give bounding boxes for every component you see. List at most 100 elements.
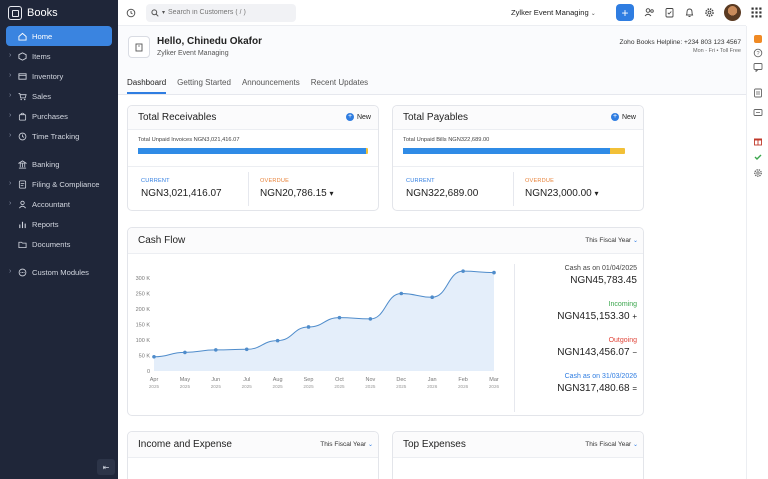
y-tick-label: 150 K [136,323,151,329]
income-expense-title: Income and Expense [138,439,232,450]
y-tick-label: 50 K [139,354,151,360]
payables-title: Total Payables [403,112,469,123]
collapse-sidebar-button[interactable]: ⇤ [97,459,115,475]
payables-overdue-label: OVERDUE [525,178,555,184]
history-icon[interactable] [126,8,136,18]
payables-divider [393,166,643,167]
new-label: New [621,113,636,121]
receivables-card: Total Receivables + New Total Unpaid Inv… [127,105,379,211]
receivables-title: Total Receivables [138,112,217,123]
whats-new-icon[interactable] [753,34,763,44]
payables-card: Total Payables + New Total Unpaid Bills … [392,105,644,211]
checklist-icon[interactable] [753,88,763,98]
person-icon [19,200,26,208]
collapse-icon: ⇤ [102,462,110,472]
org-switcher-label: Zylker Event Managing [511,8,589,17]
sidebar-item-sales[interactable]: › Sales [6,86,112,106]
y-tick-label: 200 K [136,307,151,313]
x-tick-year: 2025 [365,384,376,389]
incoming-row: NGN415,153.30 + [557,311,637,322]
bell-icon[interactable] [684,7,695,18]
gear-icon[interactable] [704,7,715,18]
cart-icon [18,92,27,100]
y-tick-label: 100 K [136,338,151,344]
search-box[interactable]: ▾ [146,3,296,22]
feedback-icon[interactable] [753,62,763,72]
gift-icon[interactable] [753,136,763,146]
x-tick-month: Dec [396,377,406,383]
x-tick-month: Jun [211,377,220,383]
sidebar-item-reports[interactable]: Reports [6,214,112,234]
chevron-right-icon: › [9,200,12,207]
tab-getting-started[interactable]: Getting Started [177,78,231,87]
sidebar-item-label: Documents [32,239,71,249]
x-tick-year: 2026 [458,384,469,389]
top-expenses-period-select[interactable]: This Fiscal Year ⌄ [585,441,638,448]
income-expense-header: Income and Expense This Fiscal Year ⌄ [128,432,378,458]
cash-flow-point [183,350,187,355]
refer-users-icon[interactable] [644,7,655,18]
tab-recent-updates[interactable]: Recent Updates [310,78,369,87]
sidebar-item-banking[interactable]: Banking [6,154,112,174]
tab-dashboard[interactable]: Dashboard [127,78,167,94]
plus-circle-icon: + [345,113,354,121]
unpaid-bills-label: Total Unpaid Bills NGN322,689.00 [403,137,490,143]
tasks-icon[interactable] [664,7,675,18]
sidebar-item-filing-compliance[interactable]: › Filing & Compliance [6,174,112,194]
y-tick-label: 300 K [136,276,151,282]
app-name: Books [27,7,58,19]
avatar[interactable] [724,4,741,21]
cash-flow-area [154,271,494,371]
x-tick-year: 2025 [273,384,284,389]
tab-announcements[interactable]: Announcements [241,78,300,87]
help-icon[interactable]: ? [753,48,763,58]
sidebar-item-documents[interactable]: Documents [6,234,112,254]
search-dropdown-icon[interactable]: ▾ [162,10,166,16]
apps-grid-icon[interactable] [751,7,762,18]
new-invoice-button[interactable]: + New [345,113,371,121]
receivables-current-fill [138,148,367,154]
sidebar-item-label: Sales [32,91,51,101]
receivables-overdue-dropdown[interactable]: NGN20,786.15 ▾ [260,188,334,199]
sidebar-item-items[interactable]: › Items [6,46,112,66]
sidebar-item-home[interactable]: Home [6,26,112,46]
organization-name: Zylker Event Managing [157,50,229,57]
top-expenses-header: Top Expenses This Fiscal Year ⌄ [393,432,643,458]
receivables-overdue-label: OVERDUE [260,178,290,184]
sidebar-item-inventory[interactable]: › Inventory [6,66,112,86]
search-input[interactable] [168,9,289,16]
cash-closing-value: NGN317,480.68 [557,383,630,394]
top-expenses-card: Top Expenses This Fiscal Year ⌄ [392,431,644,479]
quick-create-button[interactable]: + [616,4,634,21]
payables-progress-bar[interactable] [403,148,625,154]
x-tick-month: Mar [489,377,499,383]
sidebar-item-time-tracking[interactable]: › Time Tracking [6,126,112,146]
sidebar-item-accountant[interactable]: › Accountant [6,194,112,214]
sidebar-item-purchases[interactable]: › Purchases [6,106,112,126]
receivables-progress-bar[interactable] [138,148,368,154]
payables-current-value[interactable]: NGN322,689.00 [406,188,479,199]
brand[interactable]: Books [0,0,118,26]
plus-circle-icon: + [610,113,619,121]
caret-down-icon: ▾ [594,189,599,198]
x-tick-year: 2026 [427,384,438,389]
cash-closing-row: NGN317,480.68 = [557,383,637,394]
new-bill-button[interactable]: + New [610,113,636,121]
payables-overdue-dropdown[interactable]: NGN23,000.00 ▾ [525,188,599,199]
cash-closing-block: Cash as on 31/03/2026 NGN317,480.68 = [557,373,637,394]
caret-down-icon: ▾ [329,189,334,198]
receivables-current-value[interactable]: NGN3,021,416.07 [141,188,222,199]
organization-icon[interactable] [128,36,150,58]
x-tick-year: 2025 [396,384,407,389]
nav-spacer [0,146,118,154]
settings-cog-icon[interactable] [753,168,763,178]
cash-flow-period-select[interactable]: This Fiscal Year ⌄ [585,237,638,244]
income-expense-period-select[interactable]: This Fiscal Year ⌄ [320,441,373,448]
chat-icon[interactable] [753,108,763,118]
unpaid-invoices-label: Total Unpaid Invoices NGN3,021,416.07 [138,137,240,143]
sidebar-item-custom-modules[interactable]: › Custom Modules [6,262,112,282]
x-tick-month: Jan [428,377,437,383]
books-logo-icon [8,6,22,20]
org-switcher[interactable]: Zylker Event Managing ⌄ [511,8,596,17]
verified-icon[interactable] [753,152,763,162]
